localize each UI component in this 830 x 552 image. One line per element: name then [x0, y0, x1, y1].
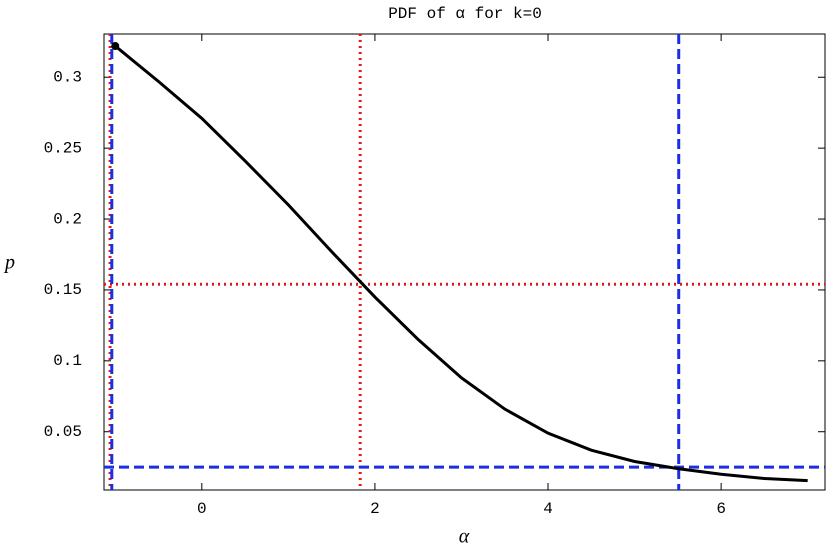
y-tick-label: 0.3 [53, 68, 82, 86]
curve [114, 44, 808, 483]
y-tick-label: 0.1 [53, 352, 82, 370]
x-tick-label: 4 [543, 500, 553, 518]
x-tick-label: 0 [197, 500, 207, 518]
y-tick-label: 0.15 [44, 281, 82, 299]
plot-frame [103, 33, 826, 491]
chart-title: PDF of α for k=0 [388, 5, 542, 23]
point-marker [111, 42, 120, 51]
x-tick-label: 2 [370, 500, 380, 518]
y-axis-label: p [3, 252, 15, 274]
y-tick-label: 0.05 [44, 423, 82, 441]
y-tick-label: 0.25 [44, 139, 82, 157]
x-axis-label: α [459, 526, 470, 548]
x-tick-label: 6 [716, 500, 726, 518]
y-tick-label: 0.2 [53, 210, 82, 228]
